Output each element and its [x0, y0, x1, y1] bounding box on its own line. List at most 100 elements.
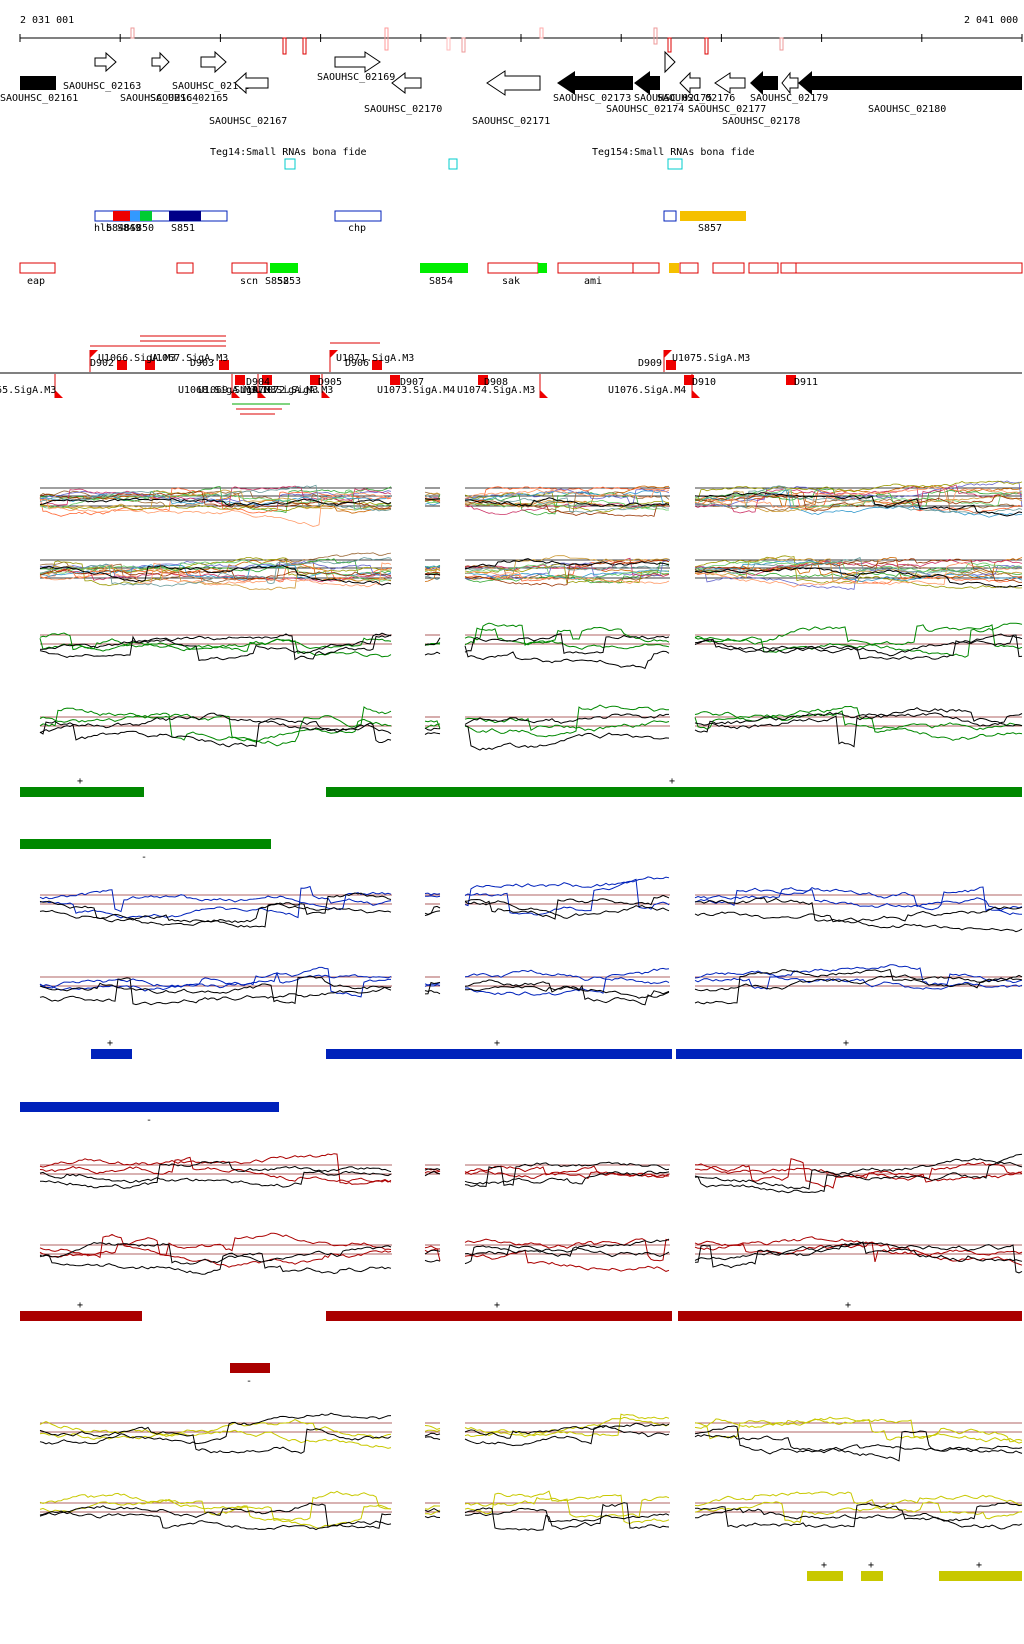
gene-SAOUHSC_02174[interactable]: SAOUHSC_02174	[606, 71, 684, 115]
gene-SAOUHSC_02165[interactable]: SAOUHSC_02165	[150, 93, 228, 104]
promoter-label: U1074.SigA.M3	[457, 385, 535, 396]
gene-SAOUHSC_02169[interactable]: SAOUHSC_02169	[317, 51, 395, 83]
svg-text:SAOUHSC_02174: SAOUHSC_02174	[606, 104, 684, 115]
gene-track: SAOUHSC_02161 SAOUHSC_02163 SAOUHSC_0216…	[0, 50, 1022, 127]
svg-text:SAOUHSC_02176: SAOUHSC_02176	[657, 93, 735, 104]
strand-bar-blue[interactable]	[676, 1049, 1022, 1059]
promoter-track: U1066.SigA.M3 U1067.SigA.M3 U1071.SigA.M…	[0, 335, 1022, 415]
strand-plus: +	[77, 776, 83, 787]
terminator-label: D903	[190, 358, 214, 369]
terminator-label: D911	[794, 377, 818, 388]
srna-box[interactable]	[284, 158, 296, 170]
svg-text:SAOUHSC_02171: SAOUHSC_02171	[472, 116, 550, 127]
segment-label-scn: scn	[240, 276, 258, 287]
strand-bar-red[interactable]	[678, 1311, 1022, 1321]
svg-text:SAOUHSC_02161: SAOUHSC_02161	[0, 93, 78, 104]
terminator-label: D905	[318, 377, 342, 388]
promoter-label: U1071.SigA.M3	[336, 353, 414, 364]
strand-bar-blue[interactable]	[91, 1049, 132, 1059]
gene-SAOUHSC_02166[interactable]: SAOUHSC_02166	[172, 50, 250, 92]
gene-SAOUHSC_02179[interactable]: SAOUHSC_02179	[750, 71, 828, 104]
segment-label-s857: S857	[698, 223, 722, 234]
coordinate-ruler: 2 031 001 2 041 000	[19, 15, 1023, 55]
terminator-label: D908	[484, 377, 508, 388]
segment-label-s851: S851	[171, 223, 195, 234]
svg-text:SAOUHSC_02173: SAOUHSC_02173	[553, 93, 631, 104]
strand-calls: + + - + + + - + + + - + + +	[20, 776, 1022, 1581]
srna-track: Teg14:Small RNAs bona fide Teg154:Small …	[210, 147, 755, 170]
terminator-label: D904	[246, 377, 270, 388]
segment-track-1: hlb S848 S849 S850 S851 chp S857	[94, 210, 746, 234]
promoter-label: U1067.SigA.M3	[150, 353, 228, 364]
promoter-label: U1072.SigA.M3	[255, 385, 333, 396]
segment-label-s850: S850	[130, 223, 154, 234]
gene-SAOUHSC_02167[interactable]: SAOUHSC_02167	[209, 71, 287, 127]
segment-label-sak: sak	[502, 276, 520, 287]
strand-plus: +	[494, 1300, 500, 1311]
srna-label-teg14: Teg14:Small RNAs bona fide	[210, 147, 367, 158]
terminator-label: D909	[638, 358, 662, 369]
segment-label-s852: S852	[265, 276, 289, 287]
terminator-label: D910	[692, 377, 716, 388]
svg-text:SAOUHSC_02179: SAOUHSC_02179	[750, 93, 828, 104]
svg-text:SAOUHSC_02177: SAOUHSC_02177	[688, 104, 766, 115]
srna-box[interactable]	[448, 158, 458, 170]
strand-minus: -	[141, 852, 147, 863]
strand-bar-red[interactable]	[326, 1311, 672, 1321]
strand-plus: +	[821, 1560, 827, 1571]
gene-SAOUHSC_02180[interactable]: SAOUHSC_02180	[798, 71, 1022, 115]
strand-plus: +	[107, 1038, 113, 1049]
strand-bar-green[interactable]	[20, 839, 271, 849]
segment-label-s848: S848	[106, 223, 130, 234]
strand-plus: +	[845, 1300, 851, 1311]
segment-label-ami: ami	[584, 276, 602, 287]
strand-bar-green[interactable]	[326, 787, 1022, 797]
promoter-label: U1066.SigA.M3	[98, 353, 176, 364]
gene-SAOUHSC_02170[interactable]: SAOUHSC_02170	[364, 71, 442, 115]
svg-text:SAOUHSC_02166: SAOUHSC_02166	[172, 81, 250, 92]
promoter-label: U1076.SigA.M4	[608, 385, 686, 396]
segment-label-s853: S853	[277, 276, 301, 287]
gene-SAOUHSC_02175[interactable]: SAOUHSC_02175	[634, 50, 712, 104]
strand-bar-green[interactable]	[20, 787, 144, 797]
gene-SAOUHSC_02178[interactable]: SAOUHSC_02178	[722, 71, 800, 127]
promoter-label: U1075.SigA.M3	[672, 353, 750, 364]
strand-plus: +	[77, 1300, 83, 1311]
terminator-label: D902	[90, 358, 114, 369]
svg-text:SAOUHSC_02164: SAOUHSC_02164	[120, 93, 198, 104]
gene-SAOUHSC_02176[interactable]: SAOUHSC_02176	[657, 71, 735, 104]
svg-text:SAOUHSC_02165: SAOUHSC_02165	[150, 93, 228, 104]
expression-profiles	[39, 480, 1023, 1531]
gene-SAOUHSC_02173[interactable]: SAOUHSC_02173	[553, 71, 633, 104]
promoter-label: U1068.SigA.M3	[178, 385, 256, 396]
strand-plus: +	[843, 1038, 849, 1049]
terminator-label: D907	[400, 377, 424, 388]
strand-bar-red[interactable]	[230, 1363, 270, 1373]
strand-bar-yellow[interactable]	[939, 1571, 1022, 1581]
promoter-label: U1070.SigA.M3	[240, 385, 318, 396]
gene-SAOUHSC_02164[interactable]: SAOUHSC_02164	[120, 51, 198, 104]
strand-plus: +	[868, 1560, 874, 1571]
strand-minus: -	[146, 1115, 152, 1126]
segment-label-eap: eap	[27, 276, 45, 287]
promoter-label: U1069.SigA.M3	[198, 385, 276, 396]
segment-label-s849: S849	[117, 223, 141, 234]
gene-SAOUHSC_02171[interactable]: SAOUHSC_02171	[472, 70, 550, 127]
svg-text:SAOUHSC_02180: SAOUHSC_02180	[868, 104, 946, 115]
gene-SAOUHSC_02161[interactable]: SAOUHSC_02161	[0, 76, 78, 104]
strand-plus: +	[669, 776, 675, 787]
strand-bar-red[interactable]	[20, 1311, 142, 1321]
svg-text:SAOUHSC_02175: SAOUHSC_02175	[634, 93, 712, 104]
promoter-label: U1065.SigA.M3	[0, 385, 56, 396]
strand-bar-yellow[interactable]	[807, 1571, 843, 1581]
strand-bar-blue[interactable]	[326, 1049, 672, 1059]
strand-bar-yellow[interactable]	[861, 1571, 883, 1581]
gene-SAOUHSC_02163[interactable]: SAOUHSC_02163	[63, 51, 141, 92]
srna-label-teg154: Teg154:Small RNAs bona fide	[592, 147, 755, 158]
gene-SAOUHSC_02177[interactable]: SAOUHSC_02177	[688, 72, 766, 115]
strand-minus: -	[246, 1376, 252, 1387]
srna-box[interactable]	[667, 158, 683, 170]
strand-bar-blue[interactable]	[20, 1102, 279, 1112]
